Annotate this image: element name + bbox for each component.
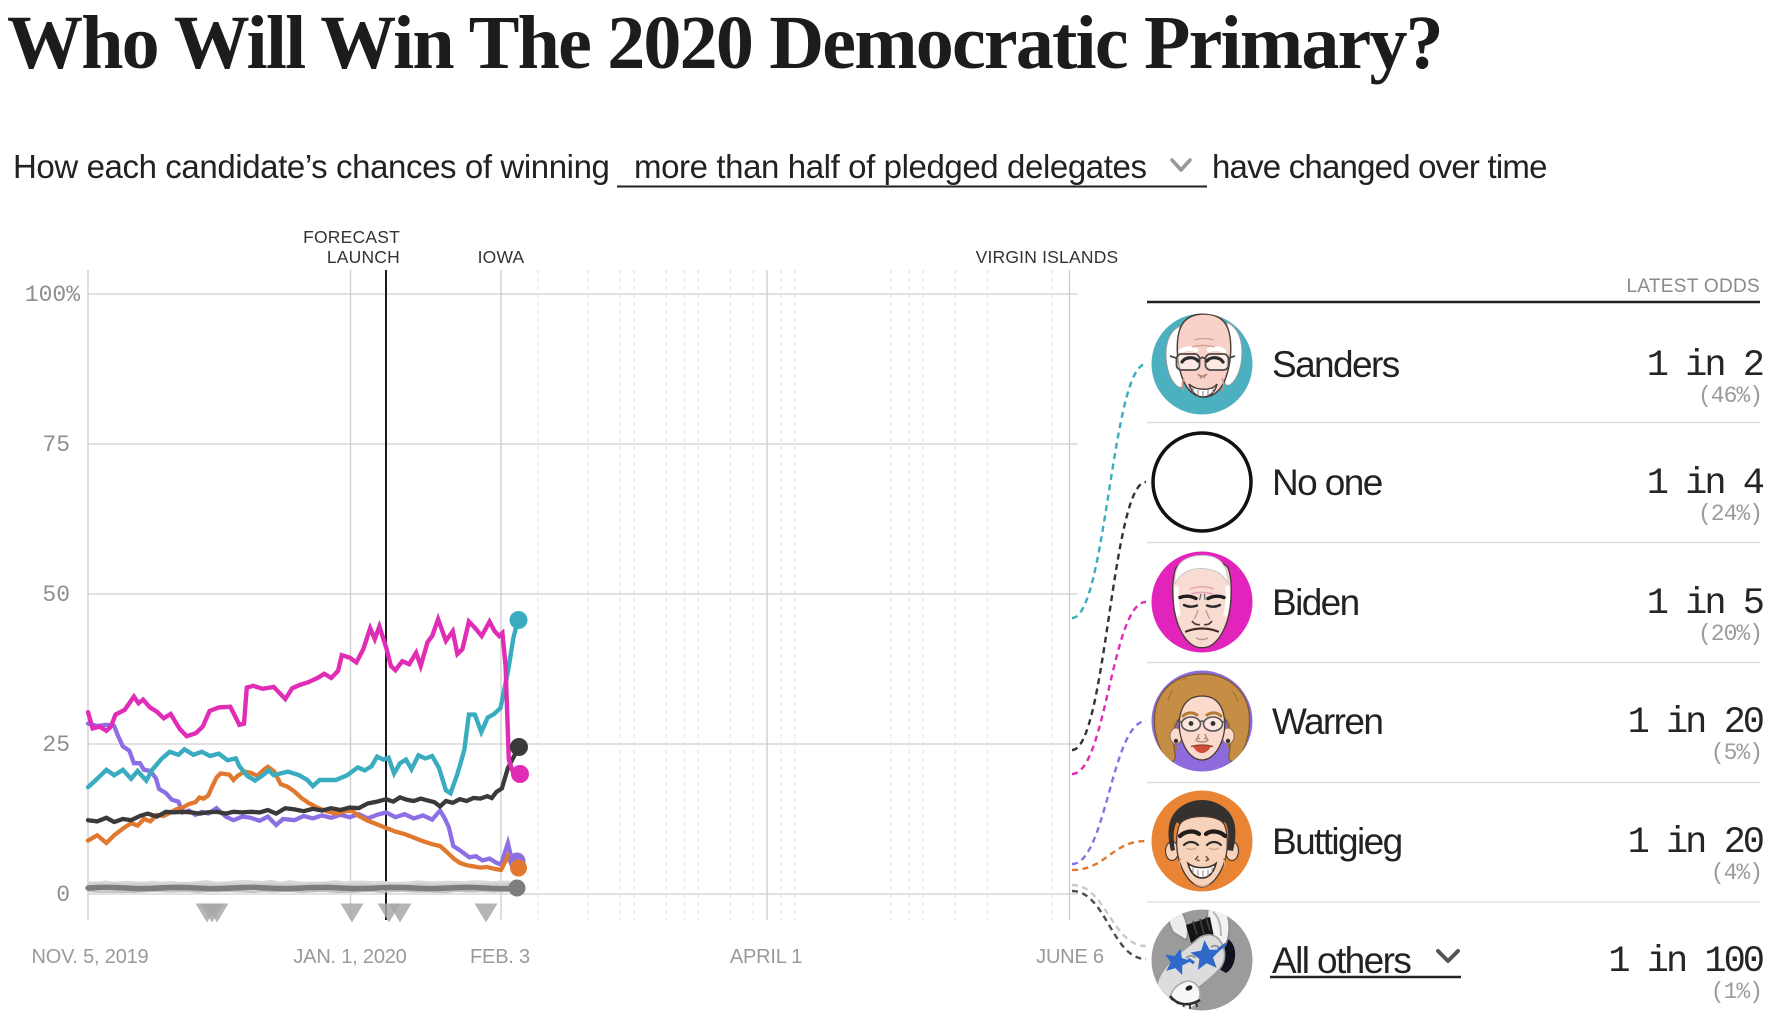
svg-text:(4%): (4%)	[1711, 860, 1762, 886]
svg-text:(24%): (24%)	[1698, 501, 1762, 527]
svg-text:1 in 5: 1 in 5	[1647, 583, 1763, 625]
svg-text:IOWA: IOWA	[478, 247, 525, 267]
svg-text:1 in 2: 1 in 2	[1647, 345, 1763, 387]
svg-text:75: 75	[42, 432, 70, 458]
svg-text:VIRGIN ISLANDS: VIRGIN ISLANDS	[976, 247, 1119, 267]
svg-text:Biden: Biden	[1272, 582, 1359, 623]
svg-text:100%: 100%	[25, 282, 80, 308]
svg-text:Buttigieg: Buttigieg	[1272, 821, 1402, 862]
svg-text:NOV. 5, 2019: NOV. 5, 2019	[32, 946, 149, 968]
svg-text:Sanders: Sanders	[1272, 344, 1400, 385]
svg-text:25: 25	[42, 732, 70, 758]
svg-text:JUNE 6: JUNE 6	[1036, 946, 1104, 968]
svg-text:1 in 20: 1 in 20	[1628, 702, 1763, 744]
svg-text:1 in 20: 1 in 20	[1628, 822, 1763, 864]
svg-text:JAN. 1, 2020: JAN. 1, 2020	[293, 946, 406, 968]
svg-text:have changed over time: have changed over time	[1212, 148, 1547, 185]
svg-text:LATEST ODDS: LATEST ODDS	[1626, 276, 1760, 297]
svg-text:FEB. 3: FEB. 3	[470, 946, 530, 968]
svg-text:LAUNCH: LAUNCH	[327, 247, 400, 267]
svg-text:Who Will Win The 2020 Democrat: Who Will Win The 2020 Democratic Primary…	[7, 1, 1442, 85]
svg-text:(5%): (5%)	[1711, 740, 1762, 766]
svg-text:1 in 4: 1 in 4	[1647, 463, 1764, 505]
svg-text:0: 0	[56, 882, 70, 908]
svg-text:(46%): (46%)	[1698, 383, 1762, 409]
svg-text:How each candidate’s chances o: How each candidate’s chances of winning	[13, 148, 610, 185]
svg-text:(20%): (20%)	[1698, 621, 1762, 647]
svg-text:50: 50	[42, 582, 70, 608]
svg-text:Warren: Warren	[1272, 701, 1382, 742]
svg-text:No one: No one	[1272, 462, 1382, 503]
svg-text:(1%): (1%)	[1711, 979, 1762, 1005]
svg-text:more than half of pledged dele: more than half of pledged delegates	[634, 148, 1147, 185]
svg-text:1 in 100: 1 in 100	[1608, 941, 1762, 983]
svg-text:FORECAST: FORECAST	[303, 227, 400, 247]
svg-text:All others: All others	[1272, 940, 1411, 981]
svg-text:APRIL 1: APRIL 1	[730, 946, 802, 968]
